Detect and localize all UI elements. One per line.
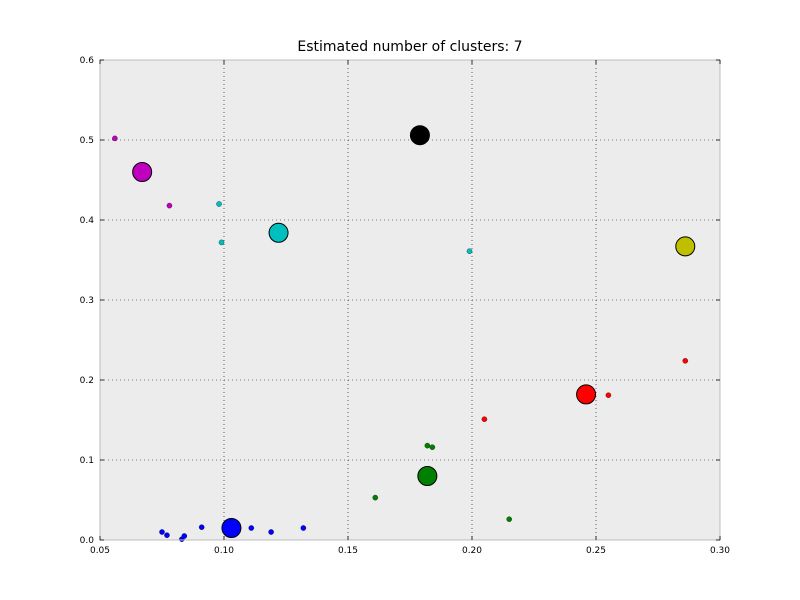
data-point <box>112 135 118 142</box>
cluster-center <box>417 466 438 486</box>
data-markers <box>112 125 696 542</box>
y-tick-label: 0.4 <box>80 216 95 226</box>
data-point <box>682 358 689 364</box>
data-point <box>481 416 488 422</box>
data-point <box>181 533 188 539</box>
data-point <box>166 202 173 209</box>
data-point <box>216 201 222 207</box>
axis-ticks: 0.05 0.10 0.15 0.20 0.25 0.30 0.0 0.1 0.2 0.3 0.4 0… <box>80 56 731 556</box>
data-point <box>506 516 512 522</box>
x-tick-label: 0.25 <box>586 546 606 556</box>
y-tick-label: 0.2 <box>80 376 94 386</box>
cluster-center <box>132 162 153 182</box>
cluster-center <box>221 518 242 538</box>
data-point <box>466 248 473 254</box>
data-point <box>164 532 170 538</box>
x-tick-label: 0.20 <box>462 546 482 556</box>
cluster-center <box>675 236 696 257</box>
data-point <box>268 529 274 535</box>
x-tick-label: 0.10 <box>214 546 234 556</box>
x-tick-label: 0.30 <box>710 546 730 556</box>
x-tick-label: 0.15 <box>338 546 358 556</box>
cluster-center <box>576 384 597 405</box>
data-point <box>424 442 431 449</box>
data-point <box>159 529 165 535</box>
y-tick-label: 0.5 <box>80 136 94 146</box>
data-point <box>372 494 379 501</box>
chart-title: Estimated number of clusters: 7 <box>297 39 523 55</box>
cluster-center <box>409 125 430 146</box>
y-tick-label: 0.0 <box>80 536 95 546</box>
y-tick-label: 0.1 <box>80 456 94 466</box>
data-point <box>218 239 225 246</box>
y-tick-label: 0.3 <box>80 296 94 306</box>
cluster-center <box>268 222 289 243</box>
grid-lines <box>100 60 720 540</box>
data-point <box>198 524 205 530</box>
data-point <box>248 525 255 531</box>
x-tick-label: 0.05 <box>90 546 110 556</box>
data-point <box>605 392 612 398</box>
data-point <box>300 525 307 531</box>
y-tick-label: 0.6 <box>80 56 95 66</box>
data-point <box>429 444 436 450</box>
